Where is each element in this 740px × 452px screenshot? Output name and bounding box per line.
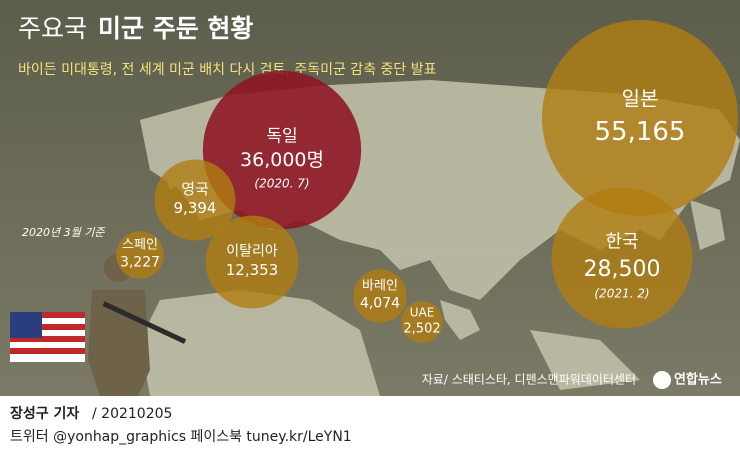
bubble-value: 36,000명 [240, 149, 324, 171]
bubble-label: UAE [410, 305, 435, 319]
bubble [401, 301, 443, 343]
title-lead: 주요국 [18, 14, 87, 43]
bubble-value: 12,353 [226, 261, 279, 279]
bubble-label: 독일 [266, 127, 297, 147]
bubble-label: 영국 [181, 180, 209, 198]
us-flag [10, 312, 85, 362]
note: 2020년 3월 기준 [22, 226, 105, 239]
footer-author: 장성구 기자 [10, 405, 79, 422]
bubble-annotation: (2021. 2) [594, 287, 649, 301]
bubble-label: 바레인 [362, 279, 398, 294]
bubble [353, 269, 407, 323]
bubble [116, 231, 164, 279]
bubble-value: 3,227 [120, 255, 160, 271]
logo: 연합뉴스 [674, 372, 722, 388]
bubble [542, 20, 738, 216]
bubble-annotation: (2020. 7) [254, 177, 309, 191]
footer-bg [0, 396, 740, 448]
bubble-value: 9,394 [174, 199, 217, 217]
title-main: 미군 주둔 현황 [98, 14, 253, 43]
bubble [154, 159, 236, 241]
bubble-value: 28,500 [584, 257, 661, 282]
bubble-value: 55,165 [595, 117, 686, 147]
source: 자료/ 스태티스타, 디펜스맨파워데이터센터 [422, 373, 636, 387]
bubble-label: 이탈리아 [226, 244, 278, 260]
bubble [202, 70, 362, 230]
bubble [205, 215, 299, 309]
bubble-label: 스페인 [122, 238, 158, 253]
footer-date: / 20210205 [92, 406, 172, 422]
bubble-value: 4,074 [360, 296, 400, 312]
bubble [551, 187, 693, 329]
logo-icon [653, 371, 671, 389]
bubble-value: 2,502 [403, 322, 440, 337]
subtitle: 바이든 미대통령, 전 세계 미군 배치 다시 검토, 주독미군 감축 중단 발… [18, 62, 437, 78]
bubble-label: 한국 [605, 232, 638, 253]
bubble-label: 일본 [622, 86, 659, 110]
soldier [88, 254, 187, 396]
footer-sns: 트위터 @yonhap_graphics 페이스북 tuney.kr/LeYN1 [10, 429, 352, 445]
